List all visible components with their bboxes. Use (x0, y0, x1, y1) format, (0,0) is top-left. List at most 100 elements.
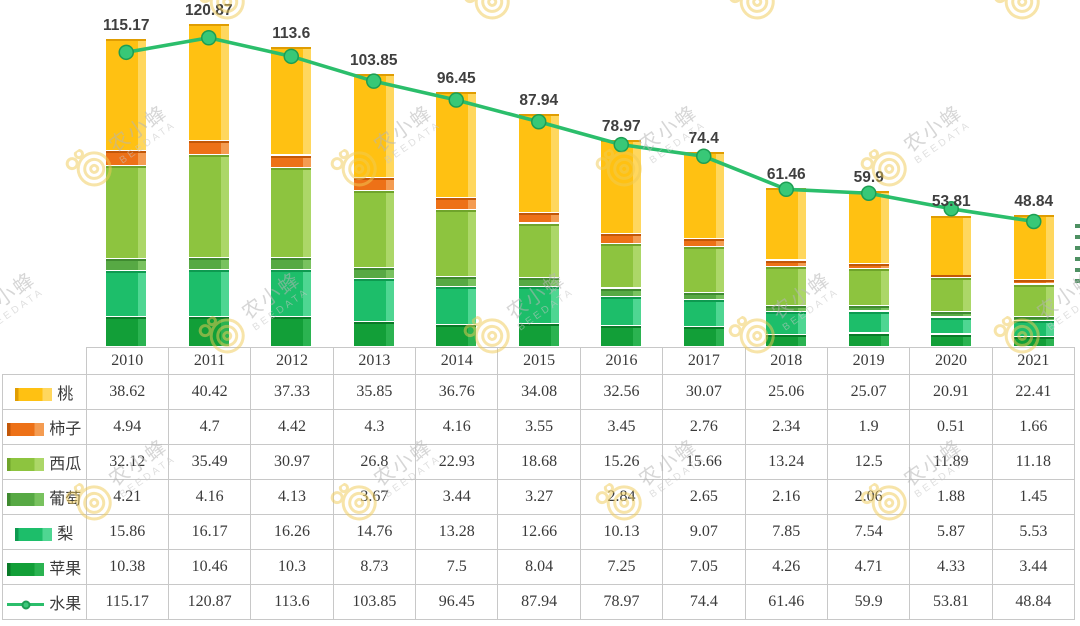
bar-segment (188, 155, 229, 257)
bar-segment (766, 305, 807, 311)
value-cell: 1.9 (826, 409, 911, 445)
value-cell: 4.7 (167, 409, 252, 445)
bar-segment (766, 260, 807, 267)
bar-segment (766, 267, 807, 305)
data-table: 2010 2011 2012 2013 2014 2015 2016 2017 2018 2019… (2, 347, 1076, 620)
bar-segment (436, 286, 477, 325)
bar-segment (518, 277, 559, 286)
bar-segment (1013, 279, 1054, 284)
value-cell: 22.41 (991, 374, 1076, 410)
bar-segment (848, 269, 889, 305)
value-cell: 10.3 (250, 549, 334, 585)
value-cell: 4.33 (909, 549, 993, 585)
bar-segment (848, 305, 889, 311)
bar-total-label: 96.45 (436, 69, 476, 87)
value-cell: 15.66 (662, 444, 746, 480)
value-cell: 16.26 (250, 514, 334, 550)
value-cell: 13.28 (414, 514, 499, 550)
value-cell: 15.86 (85, 514, 169, 550)
value-cell: 15.26 (579, 444, 664, 480)
bar-segment (848, 311, 889, 333)
legend-cell: 西瓜 (2, 444, 87, 480)
bar-segment (353, 321, 394, 346)
bar-segment (683, 239, 724, 247)
bar-segment (931, 274, 972, 277)
value-cell: 2.84 (579, 479, 664, 515)
series-label: 西瓜 (49, 456, 82, 473)
value-cell: 25.07 (826, 374, 911, 410)
bar-total-label: 53.81 (931, 193, 971, 211)
bar-segment (848, 191, 889, 263)
bar-segment (931, 312, 972, 317)
year-header: 2015 (497, 347, 581, 375)
bar-segment (848, 263, 889, 269)
value-cell: 87.94 (497, 584, 581, 620)
bar-segment (931, 215, 972, 276)
legend-cell: 梨 (2, 514, 87, 550)
year-header: 2013 (332, 347, 417, 375)
bar-total-label: 48.84 (1014, 192, 1054, 210)
line-marker (283, 48, 299, 65)
year-header: 2017 (662, 347, 746, 375)
value-cell: 7.25 (579, 549, 664, 585)
value-cell: 4.13 (250, 479, 334, 515)
bar-segment (436, 210, 477, 276)
value-cell: 10.13 (579, 514, 664, 550)
bar-segment (931, 277, 972, 311)
legend-cell: 桃 (2, 374, 87, 410)
value-cell: 18.68 (497, 444, 581, 480)
bar-segment (601, 234, 642, 244)
table-row: 桃 38.62 40.42 37.33 35.85 36.76 34.08 32.56 30.0… (2, 374, 1076, 410)
bar-segment (848, 333, 889, 346)
value-cell: 5.87 (909, 514, 993, 550)
value-cell: 3.27 (497, 479, 581, 515)
legend-swatch (7, 563, 45, 576)
legend-line-swatch (7, 600, 45, 609)
bar-segment (931, 317, 972, 334)
value-cell: 74.4 (662, 584, 746, 620)
bar-segment (683, 152, 724, 239)
value-cell: 12.5 (826, 444, 911, 480)
bar-segment (353, 268, 394, 278)
bar-segment (106, 317, 147, 346)
value-cell: 4.16 (414, 409, 499, 445)
table-head: 2010 2011 2012 2013 2014 2015 2016 2017 2018 2019… (3, 347, 1076, 375)
value-cell: 2.34 (744, 409, 828, 445)
value-cell: 0.51 (909, 409, 993, 445)
value-cell: 2.76 (662, 409, 746, 445)
value-cell: 7.54 (826, 514, 911, 550)
bar-segment (518, 114, 559, 213)
bar-segment (188, 257, 229, 269)
year-header: 2018 (744, 347, 828, 375)
bar-segment (188, 269, 229, 316)
bar-segment (353, 190, 394, 268)
legend-swatch (15, 388, 53, 401)
value-cell: 40.42 (167, 374, 252, 410)
value-cell: 103.85 (332, 584, 417, 620)
year-header: 2021 (991, 347, 1076, 375)
value-cell: 4.21 (85, 479, 169, 515)
value-cell: 1.88 (909, 479, 993, 515)
value-cell: 4.94 (85, 409, 169, 445)
year-header: 2011 (167, 347, 252, 375)
legend-swatch (15, 528, 53, 541)
legend-cell: 葡萄 (2, 479, 87, 515)
value-cell: 16.17 (167, 514, 252, 550)
value-cell: 53.81 (909, 584, 993, 620)
line-marker (448, 92, 464, 108)
bar-segment (106, 151, 147, 165)
value-cell: 30.97 (250, 444, 334, 480)
value-cell: 4.42 (250, 409, 334, 445)
table-row: 梨 15.86 16.17 16.26 14.76 13.28 12.66 10.13 9.07… (2, 514, 1076, 550)
bar-segment (931, 334, 972, 346)
total-line-layer (118, 30, 1042, 230)
bar-segment (1013, 284, 1054, 316)
value-cell: 5.53 (991, 514, 1076, 550)
value-cell: 10.46 (167, 549, 252, 585)
bar-segment (518, 323, 559, 346)
value-cell: 113.6 (250, 584, 334, 620)
bar-segment (518, 213, 559, 223)
year-header: 2016 (579, 347, 664, 375)
year-header: 2012 (250, 347, 334, 375)
line-marker (778, 181, 794, 198)
